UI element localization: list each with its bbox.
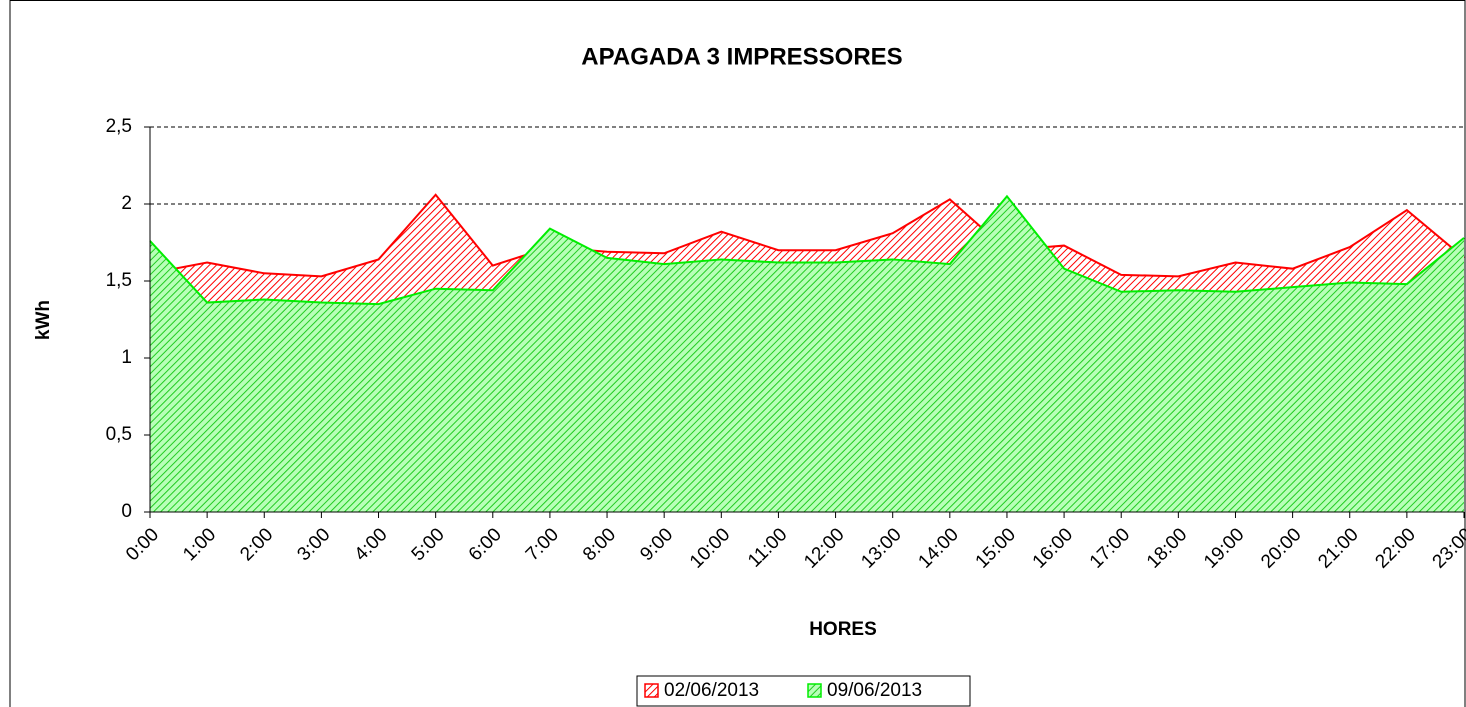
area-line xyxy=(149,194,1465,306)
y-tick-label: 1,5 xyxy=(106,270,132,291)
y-tick-label: 2,5 xyxy=(106,116,132,137)
legend-label: 09/06/2013 xyxy=(827,680,922,701)
area-line xyxy=(149,193,1465,278)
legend-box xyxy=(636,675,971,707)
area-fill xyxy=(150,196,1464,513)
legend-swatch xyxy=(644,683,659,698)
chart-title: APAGADA 3 IMPRESSORES xyxy=(581,43,902,70)
y-tick-label: 2 xyxy=(121,193,132,214)
x-axis-label: HORES xyxy=(809,619,877,640)
y-tick-label: 0,5 xyxy=(106,424,132,445)
y-axis-label: kWh xyxy=(33,300,54,340)
y-tick-label: 0 xyxy=(121,501,132,522)
legend-swatch xyxy=(807,683,822,698)
legend-label: 02/06/2013 xyxy=(664,680,759,701)
y-tick-label: 1 xyxy=(121,347,132,368)
